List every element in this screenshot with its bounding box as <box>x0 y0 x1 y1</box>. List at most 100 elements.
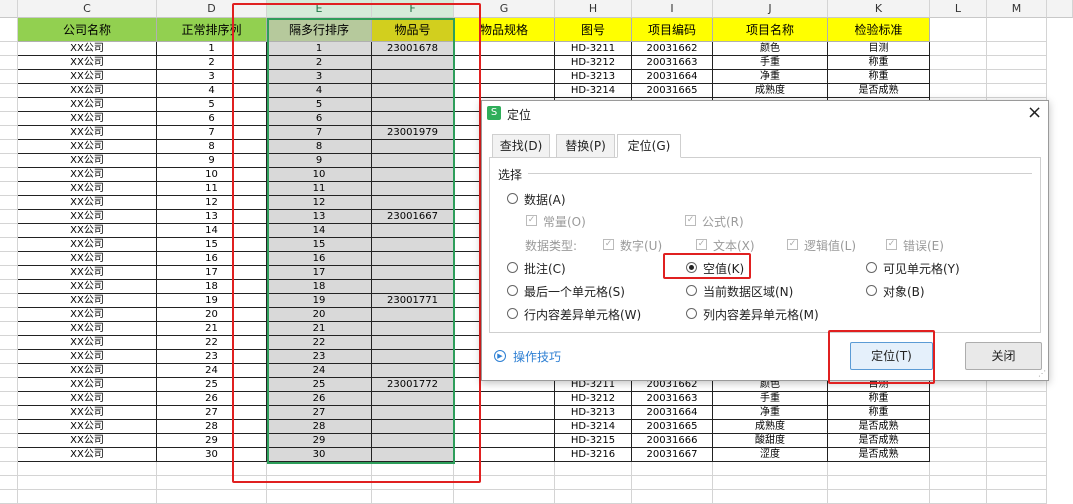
cell <box>930 56 987 70</box>
cell: 颜色 <box>713 378 828 392</box>
highlight-box <box>828 330 935 384</box>
cell: XX公司 <box>18 224 157 238</box>
cell: 3 <box>157 70 267 84</box>
cell: XX公司 <box>18 378 157 392</box>
option-label: 逻辑值(L) <box>804 239 857 253</box>
cell <box>0 406 18 420</box>
cell: 28 <box>267 420 372 434</box>
cell: 28 <box>157 420 267 434</box>
tips-link[interactable]: 操作技巧 <box>513 350 562 364</box>
close-icon[interactable]: × <box>1027 102 1043 123</box>
checkbox: ✓ <box>685 215 696 226</box>
option-label: 文本(X) <box>713 239 755 253</box>
cell: 16 <box>267 252 372 266</box>
tab[interactable]: 替换(P) <box>556 134 615 158</box>
cell: XX公司 <box>18 266 157 280</box>
highlight-box <box>232 3 481 483</box>
radio[interactable] <box>686 308 697 319</box>
option-label: 列内容差异单元格(M) <box>703 308 819 322</box>
cell <box>0 224 18 238</box>
radio[interactable] <box>866 262 877 273</box>
cell: 20 <box>267 308 372 322</box>
radio[interactable] <box>507 308 518 319</box>
cell <box>0 154 18 168</box>
cell: 称重 <box>828 406 930 420</box>
cell: 20031662 <box>632 378 713 392</box>
radio[interactable] <box>507 193 518 204</box>
cell: XX公司 <box>18 238 157 252</box>
cell <box>0 196 18 210</box>
cell: 20031664 <box>632 406 713 420</box>
cell: 19 <box>157 294 267 308</box>
cell <box>555 490 632 504</box>
cell: XX公司 <box>18 280 157 294</box>
radio[interactable] <box>686 285 697 296</box>
cell: 称重 <box>828 56 930 70</box>
cell: 14 <box>157 224 267 238</box>
cell <box>987 18 1047 42</box>
option-label: 数据(A) <box>524 193 566 207</box>
header-cell: 检验标准 <box>828 18 930 42</box>
cell: XX公司 <box>18 434 157 448</box>
cell: 9 <box>157 154 267 168</box>
cell <box>18 490 157 504</box>
cell <box>157 490 267 504</box>
cell: 涩度 <box>713 448 828 462</box>
cell: 23 <box>267 350 372 364</box>
cell: HD-3214 <box>555 84 632 98</box>
cell: 26 <box>157 392 267 406</box>
cell: 20031663 <box>632 392 713 406</box>
cell <box>632 476 713 490</box>
cell <box>157 462 267 476</box>
cell: 是否成熟 <box>828 448 930 462</box>
cell: XX公司 <box>18 196 157 210</box>
tab-panel <box>489 157 1041 333</box>
radio[interactable] <box>507 285 518 296</box>
option-label: 最后一个单元格(S) <box>524 285 625 299</box>
ok-button[interactable]: 定位(T) <box>850 342 933 370</box>
cell <box>632 490 713 504</box>
cell <box>828 462 930 476</box>
close-button[interactable]: 关闭 <box>965 342 1042 370</box>
cell: 27 <box>267 406 372 420</box>
cell <box>267 462 372 476</box>
cell <box>0 378 18 392</box>
cell <box>0 294 18 308</box>
cell <box>0 490 18 504</box>
resize-grip: ⋰ <box>1038 369 1046 378</box>
cell: 4 <box>267 84 372 98</box>
cell: 11 <box>157 182 267 196</box>
cell: 29 <box>157 434 267 448</box>
column-header: C <box>18 0 157 18</box>
radio-selected[interactable] <box>686 262 697 273</box>
cell: 12 <box>267 196 372 210</box>
tab-active[interactable]: 定位(G) <box>617 134 681 158</box>
cell: 净重 <box>713 406 828 420</box>
cell: 15 <box>267 238 372 252</box>
option-label: 数字(U) <box>620 239 663 253</box>
cell <box>0 56 18 70</box>
cell <box>0 210 18 224</box>
cell: 目测 <box>828 42 930 56</box>
cell <box>0 112 18 126</box>
header-cell: 正常排序列 <box>157 18 267 42</box>
cell: 2 <box>267 56 372 70</box>
radio[interactable] <box>507 262 518 273</box>
cell: XX公司 <box>18 42 157 56</box>
cell: 18 <box>157 280 267 294</box>
cell: XX公司 <box>18 154 157 168</box>
cell: 18 <box>267 280 372 294</box>
radio[interactable] <box>866 285 877 296</box>
cell <box>930 406 987 420</box>
option-label: 错误(E) <box>903 239 944 253</box>
cell: 3 <box>267 70 372 84</box>
tab[interactable]: 查找(D) <box>492 134 550 158</box>
cell: HD-3213 <box>555 406 632 420</box>
cell: 29 <box>267 434 372 448</box>
cell: XX公司 <box>18 350 157 364</box>
cell <box>555 476 632 490</box>
cell <box>454 462 555 476</box>
cell <box>0 266 18 280</box>
dialog-title: 定位 <box>507 108 532 122</box>
cell: 26 <box>267 392 372 406</box>
